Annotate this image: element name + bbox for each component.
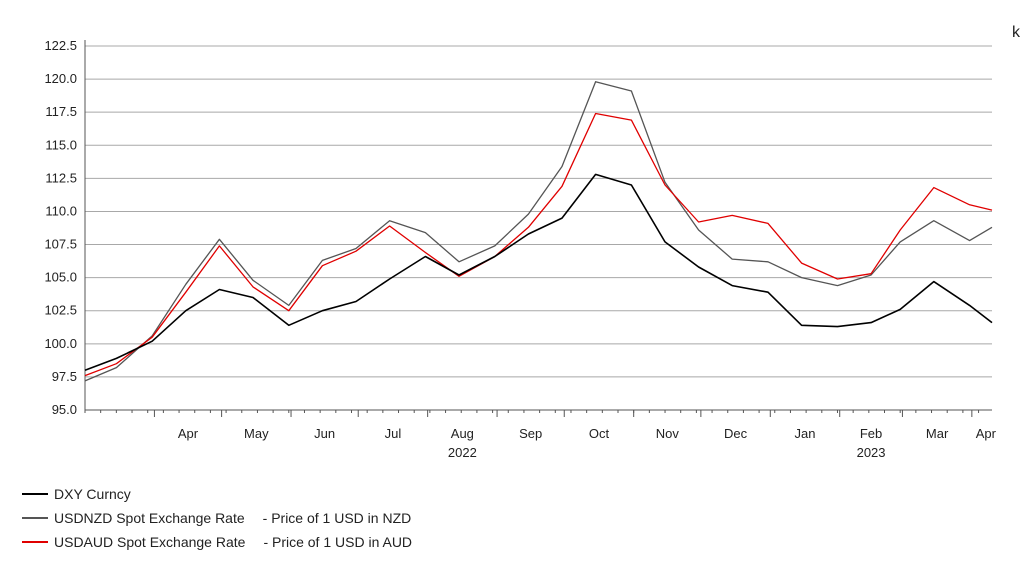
x-tick-label: Jun xyxy=(314,426,335,441)
y-axis: 122.5 120.0 117.5 115.0 112.5 110.0 107.5 105.0… xyxy=(44,38,86,417)
x-tick-label: Apr xyxy=(178,426,199,441)
year-label-2023: 2023 xyxy=(857,445,886,460)
x-tick-label: Feb xyxy=(860,426,882,441)
y-tick-label: 102.5 xyxy=(44,303,77,318)
legend-swatch-usdaud xyxy=(22,541,48,543)
x-tick-label: Nov xyxy=(656,426,680,441)
x-tick-label: Jul xyxy=(385,426,402,441)
x-tick-label: Jan xyxy=(795,426,816,441)
x-tick-label: Aug xyxy=(451,426,474,441)
x-axis: Apr May Jun Jul Aug Sep Oct Nov Dec Jan Feb Mar Apr 2… xyxy=(84,409,997,460)
legend-note-usdaud: - Price of 1 USD in AUD xyxy=(263,534,413,550)
legend-swatch-dxy xyxy=(22,493,48,495)
y-tick-label: 110.0 xyxy=(45,203,77,218)
x-tick-label: Oct xyxy=(589,426,610,441)
series-line-usdnzd xyxy=(84,81,993,382)
y-tick-label: 115.0 xyxy=(45,137,77,152)
x-tick-label: May xyxy=(244,426,269,441)
x-tick-label: Sep xyxy=(519,426,542,441)
y-tick-label: 97.5 xyxy=(52,369,77,384)
legend-note-usdnzd: - Price of 1 USD in NZD xyxy=(262,510,412,526)
legend: DXY Curncy USDNZD Spot Exchange Rate - P… xyxy=(22,482,412,554)
legend-item-usdnzd: USDNZD Spot Exchange Rate - Price of 1 U… xyxy=(22,506,412,530)
y-tick-label: 105.0 xyxy=(44,270,77,285)
legend-item-dxy: DXY Curncy xyxy=(22,482,412,506)
x-tick-label: Apr xyxy=(976,426,997,441)
y-tick-label: 117.5 xyxy=(45,104,77,119)
y-tick-label: 100.0 xyxy=(44,336,77,351)
y-tick-label: 122.5 xyxy=(44,38,77,53)
legend-item-usdaud: USDAUD Spot Exchange Rate - Price of 1 U… xyxy=(22,530,412,554)
corner-text: k xyxy=(1012,24,1020,41)
grid-lines xyxy=(85,45,992,411)
legend-label-usdaud: USDAUD Spot Exchange Rate xyxy=(54,534,246,550)
year-label-2022: 2022 xyxy=(448,445,477,460)
y-tick-label: 120.0 xyxy=(44,71,77,86)
legend-swatch-usdnzd xyxy=(22,517,48,519)
series-line-dxy xyxy=(84,173,993,372)
legend-label-usdnzd: USDNZD Spot Exchange Rate xyxy=(54,510,245,526)
x-tick-label: Dec xyxy=(724,426,748,441)
y-tick-label: 107.5 xyxy=(44,237,77,252)
x-tick-label: Mar xyxy=(926,426,949,441)
y-tick-label: 112.5 xyxy=(45,170,77,185)
series-line-usdaud xyxy=(84,112,993,377)
line-chart: 122.5 120.0 117.5 115.0 112.5 110.0 107.5 105.0… xyxy=(44,38,997,460)
series-lines xyxy=(84,81,993,382)
y-tick-label: 95.0 xyxy=(52,402,77,417)
legend-label-dxy: DXY Curncy xyxy=(54,486,131,502)
